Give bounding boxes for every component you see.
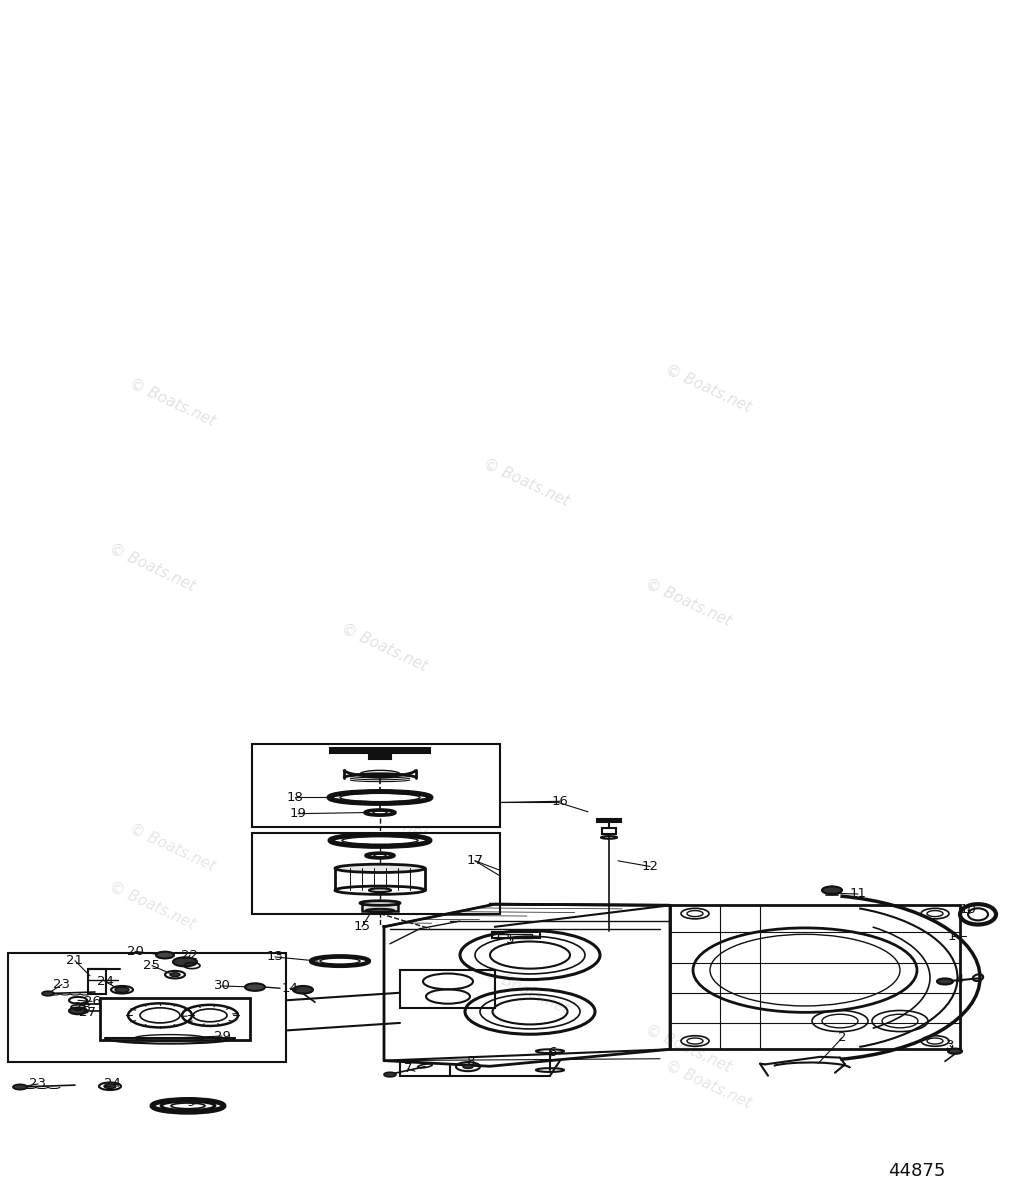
Text: 24: 24 bbox=[96, 975, 113, 988]
Circle shape bbox=[821, 886, 841, 894]
Text: © Boats.net: © Boats.net bbox=[480, 456, 571, 509]
Text: 6: 6 bbox=[547, 1046, 556, 1059]
Circle shape bbox=[69, 1007, 87, 1014]
Text: © Boats.net: © Boats.net bbox=[339, 621, 430, 674]
Circle shape bbox=[245, 983, 265, 991]
Circle shape bbox=[156, 952, 174, 959]
Bar bbox=[399, 970, 494, 1008]
Bar bbox=[100, 999, 250, 1040]
Ellipse shape bbox=[369, 889, 390, 892]
Text: 30: 30 bbox=[213, 980, 231, 993]
Bar bbox=[88, 969, 106, 994]
Text: © Boats.net: © Boats.net bbox=[106, 540, 197, 593]
Text: 9: 9 bbox=[186, 1097, 194, 1110]
Text: 14: 14 bbox=[281, 982, 298, 995]
Circle shape bbox=[936, 979, 952, 985]
Text: 44875: 44875 bbox=[887, 1162, 944, 1180]
Text: © Boats.net: © Boats.net bbox=[106, 879, 197, 933]
Text: 3: 3 bbox=[945, 1039, 953, 1052]
Bar bbox=[596, 819, 621, 823]
Circle shape bbox=[115, 987, 128, 993]
Text: 1: 1 bbox=[947, 930, 955, 943]
Text: 4: 4 bbox=[954, 973, 963, 986]
Circle shape bbox=[293, 986, 312, 994]
Text: 28: 28 bbox=[74, 1001, 90, 1014]
Text: © Boats.net: © Boats.net bbox=[662, 363, 753, 415]
Bar bbox=[252, 743, 499, 827]
Text: 22: 22 bbox=[181, 949, 198, 962]
Text: 25: 25 bbox=[144, 959, 161, 972]
Bar bbox=[252, 832, 499, 914]
Text: © Boats.net: © Boats.net bbox=[480, 963, 571, 1017]
Text: 23: 23 bbox=[29, 1078, 47, 1091]
Text: © Boats.net: © Boats.net bbox=[339, 790, 430, 843]
Circle shape bbox=[173, 957, 197, 967]
Circle shape bbox=[42, 992, 54, 995]
Bar bbox=[491, 931, 540, 937]
Circle shape bbox=[383, 1072, 395, 1077]
Text: 8: 8 bbox=[465, 1054, 474, 1067]
Text: © Boats.net: © Boats.net bbox=[662, 1058, 753, 1110]
Text: 2: 2 bbox=[837, 1032, 845, 1045]
Text: 24: 24 bbox=[103, 1078, 120, 1091]
Text: 7: 7 bbox=[403, 1063, 411, 1076]
Text: 21: 21 bbox=[67, 954, 84, 967]
Circle shape bbox=[463, 1065, 472, 1069]
Text: 26: 26 bbox=[84, 995, 100, 1008]
Text: © Boats.net: © Boats.net bbox=[126, 821, 217, 875]
Text: © Boats.net: © Boats.net bbox=[126, 376, 217, 429]
Text: 10: 10 bbox=[958, 903, 976, 916]
Text: 29: 29 bbox=[213, 1030, 231, 1043]
Text: 5: 5 bbox=[506, 934, 514, 947]
Text: 11: 11 bbox=[848, 888, 865, 901]
Circle shape bbox=[104, 1084, 116, 1089]
Ellipse shape bbox=[360, 901, 399, 905]
Text: 20: 20 bbox=[126, 944, 144, 957]
Text: 18: 18 bbox=[286, 791, 303, 804]
Text: 12: 12 bbox=[641, 860, 658, 873]
Circle shape bbox=[947, 1048, 961, 1054]
Text: 19: 19 bbox=[289, 807, 306, 820]
Text: 23: 23 bbox=[54, 978, 71, 991]
Text: 17: 17 bbox=[466, 855, 483, 868]
Bar bbox=[330, 748, 430, 753]
Bar bbox=[602, 827, 616, 834]
Text: © Boats.net: © Boats.net bbox=[642, 577, 733, 629]
Text: 27: 27 bbox=[80, 1006, 96, 1019]
Text: © Boats.net: © Boats.net bbox=[642, 1021, 733, 1074]
Bar bbox=[362, 904, 397, 910]
Bar bbox=[8, 953, 286, 1063]
Circle shape bbox=[13, 1084, 27, 1090]
Bar bbox=[369, 753, 390, 759]
Circle shape bbox=[170, 973, 180, 976]
Bar bbox=[497, 934, 532, 937]
Text: 13: 13 bbox=[266, 950, 283, 963]
Text: 16: 16 bbox=[551, 794, 568, 807]
Ellipse shape bbox=[335, 864, 425, 872]
Text: 15: 15 bbox=[353, 921, 370, 934]
